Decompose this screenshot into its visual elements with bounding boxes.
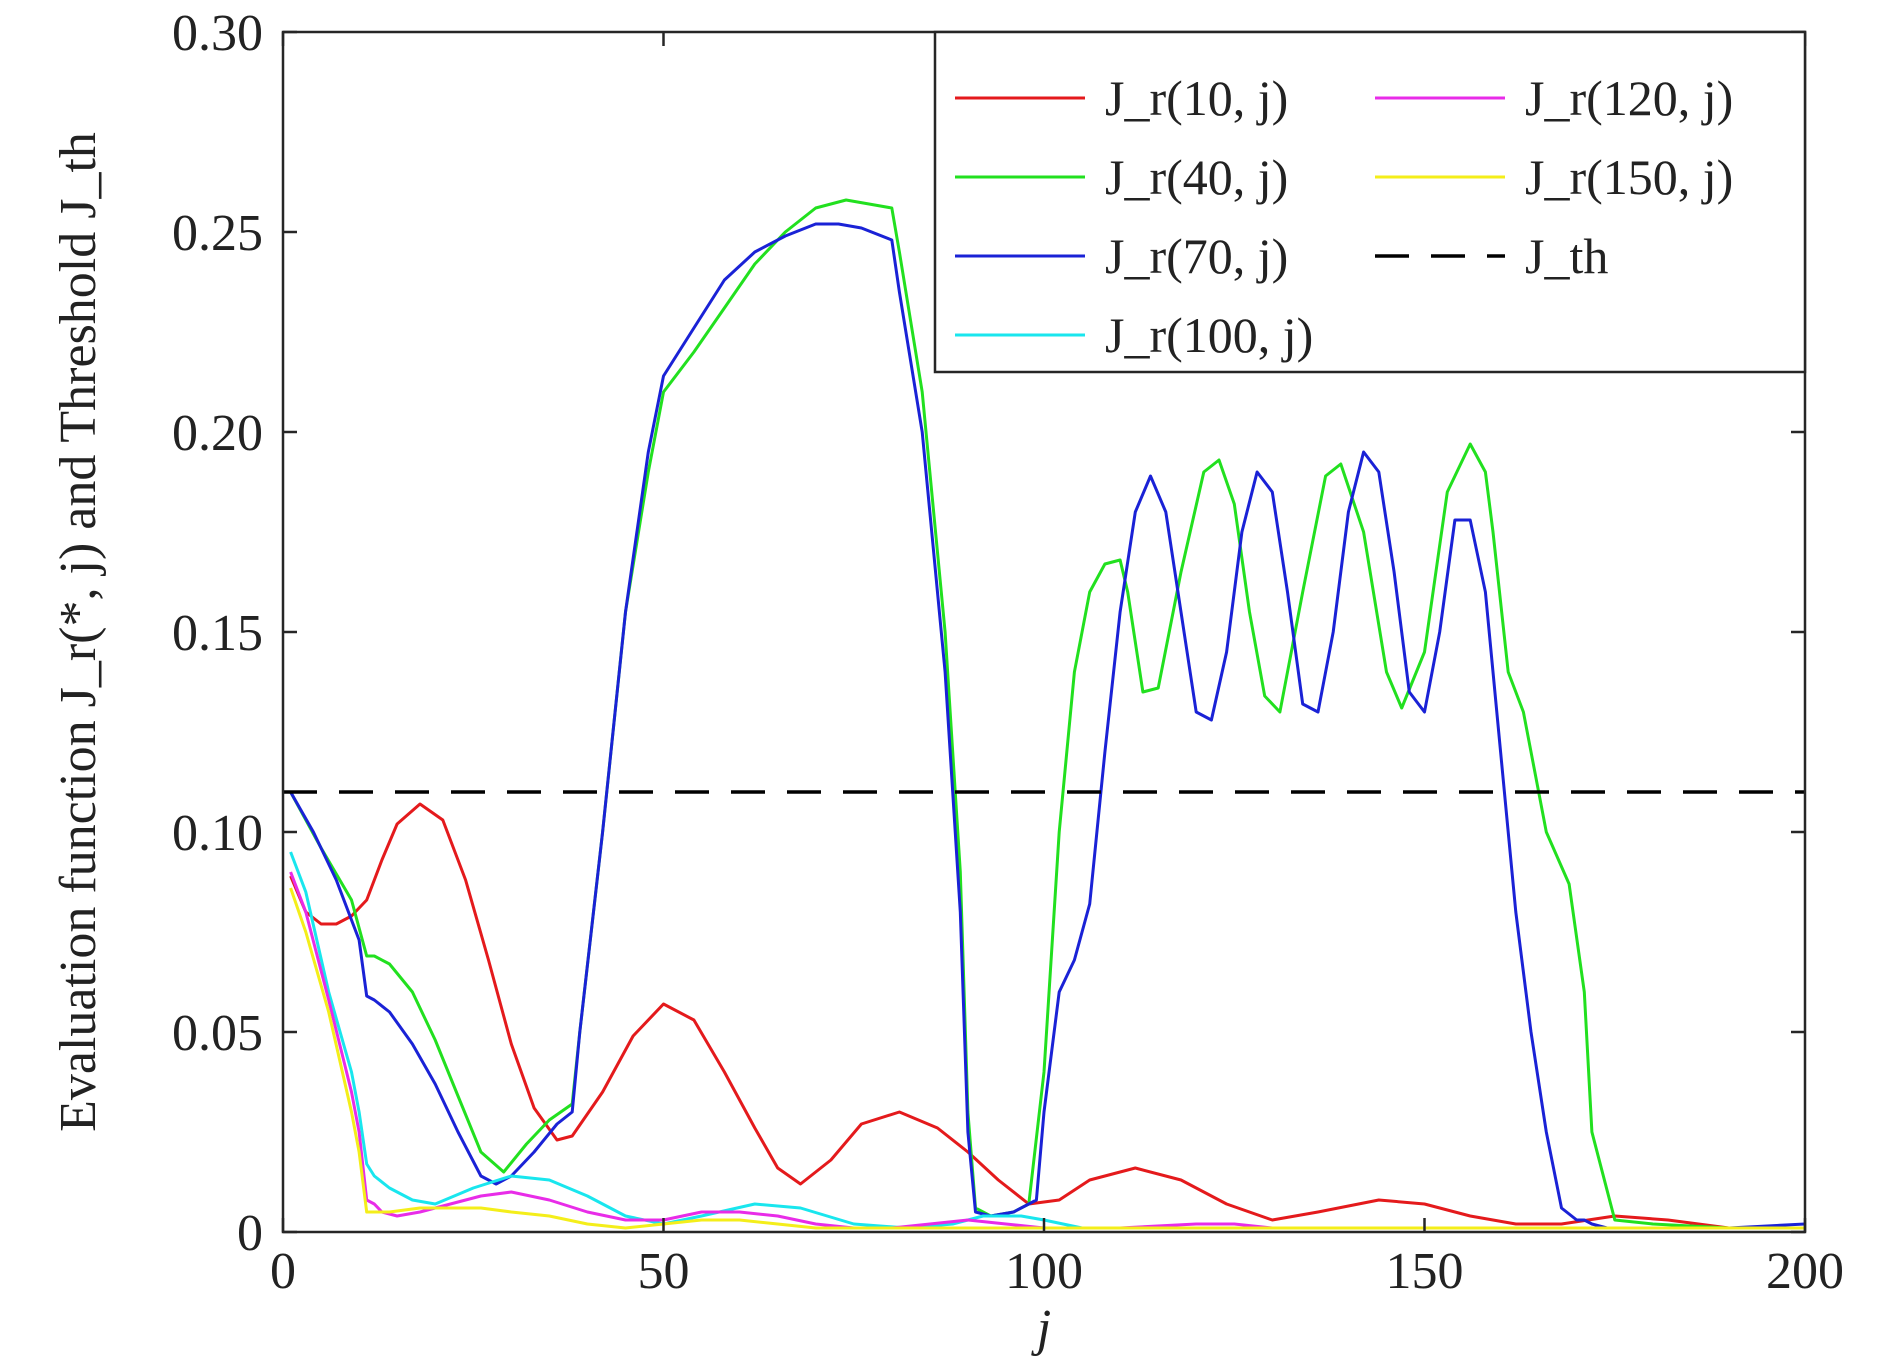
x-tick-label: 150 <box>1386 1243 1464 1300</box>
y-tick-label: 0 <box>237 1205 263 1262</box>
series-layer <box>283 198 1805 1230</box>
x-tick-label: 100 <box>1005 1243 1083 1300</box>
y-tick-label: 0.10 <box>172 805 263 862</box>
legend-label-5: J_r(150, j) <box>1525 149 1733 205</box>
legend-label-1: J_r(40, j) <box>1105 149 1288 205</box>
legend-label-6: J_th <box>1525 228 1608 284</box>
series-line-4 <box>289 871 1805 1230</box>
y-tick-label: 0.30 <box>172 5 263 62</box>
legend-label-0: J_r(10, j) <box>1105 70 1288 126</box>
y-tick-label: 0.15 <box>172 605 263 662</box>
legend-label-3: J_r(100, j) <box>1105 307 1313 363</box>
y-tick-label: 0.05 <box>172 1005 263 1062</box>
y-tick-label: 0.25 <box>172 205 263 262</box>
legend-label-4: J_r(120, j) <box>1525 70 1733 126</box>
y-tick-label: 0.20 <box>172 405 263 462</box>
legend-label-2: J_r(70, j) <box>1105 228 1288 284</box>
series-line-1 <box>289 198 1805 1230</box>
legend-box <box>933 30 1807 374</box>
legend: J_r(10, j) J_r(40, j) J_r(70, j) J_r(100, j… <box>933 30 1807 374</box>
x-tick-label: 50 <box>638 1243 690 1300</box>
series-line-5 <box>289 887 1805 1230</box>
series-line-2 <box>289 222 1805 1230</box>
series-line-0 <box>289 802 1805 1230</box>
x-axis-label: j <box>1031 1300 1051 1357</box>
tick-labels: 0 50 100 150 200 0 0.05 0.10 0.15 0.20 0.25 0.30 <box>172 5 1844 1300</box>
x-tick-label: 200 <box>1766 1243 1844 1300</box>
series-line-3 <box>289 851 1805 1230</box>
x-tick-label: 0 <box>270 1243 296 1300</box>
y-axis-label: Evaluation function J_r(*, j) and Thresh… <box>50 132 107 1132</box>
